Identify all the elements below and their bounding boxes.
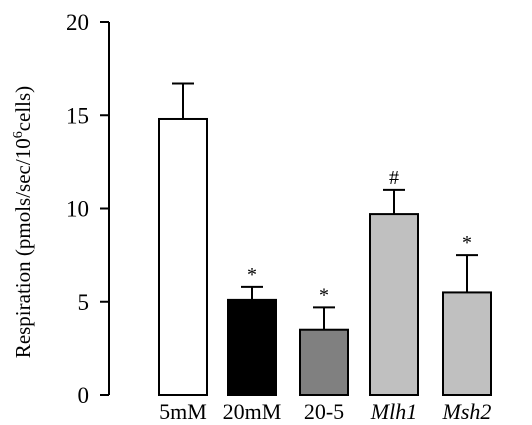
- y-axis-title-tail: cells): [11, 86, 35, 131]
- significance-marker: *: [462, 232, 472, 254]
- bar: [299, 328, 349, 397]
- bar: [442, 291, 492, 396]
- x-category-label: Msh2: [442, 399, 492, 424]
- y-tick-label: 15: [66, 103, 89, 128]
- bar: [369, 213, 419, 396]
- x-category-label: 5mM: [159, 399, 207, 424]
- bars: * * # *: [158, 82, 492, 397]
- y-axis: 0 5 10 15 20: [66, 10, 110, 408]
- y-tick-label: 0: [78, 383, 90, 408]
- x-category-label: 20mM: [223, 399, 282, 424]
- y-axis-title: Respiration (pmols/sec/106cells): [11, 86, 35, 358]
- significance-marker: *: [319, 284, 329, 306]
- bar: [227, 298, 277, 397]
- bar: [158, 117, 208, 396]
- x-category-label: Mlh1: [370, 399, 417, 424]
- y-axis-title-superscript: 6: [11, 131, 26, 138]
- significance-marker: *: [247, 264, 257, 286]
- significance-marker: #: [389, 167, 399, 189]
- y-tick-label: 5: [78, 290, 90, 315]
- y-tick-label: 10: [66, 197, 89, 222]
- x-category-label: 20-5: [304, 399, 344, 424]
- y-tick-label: 20: [66, 10, 89, 35]
- y-axis-title-main: Respiration (pmols/sec/10: [11, 138, 35, 358]
- x-axis-labels: 5mM 20mM 20-5 Mlh1 Msh2: [159, 399, 491, 424]
